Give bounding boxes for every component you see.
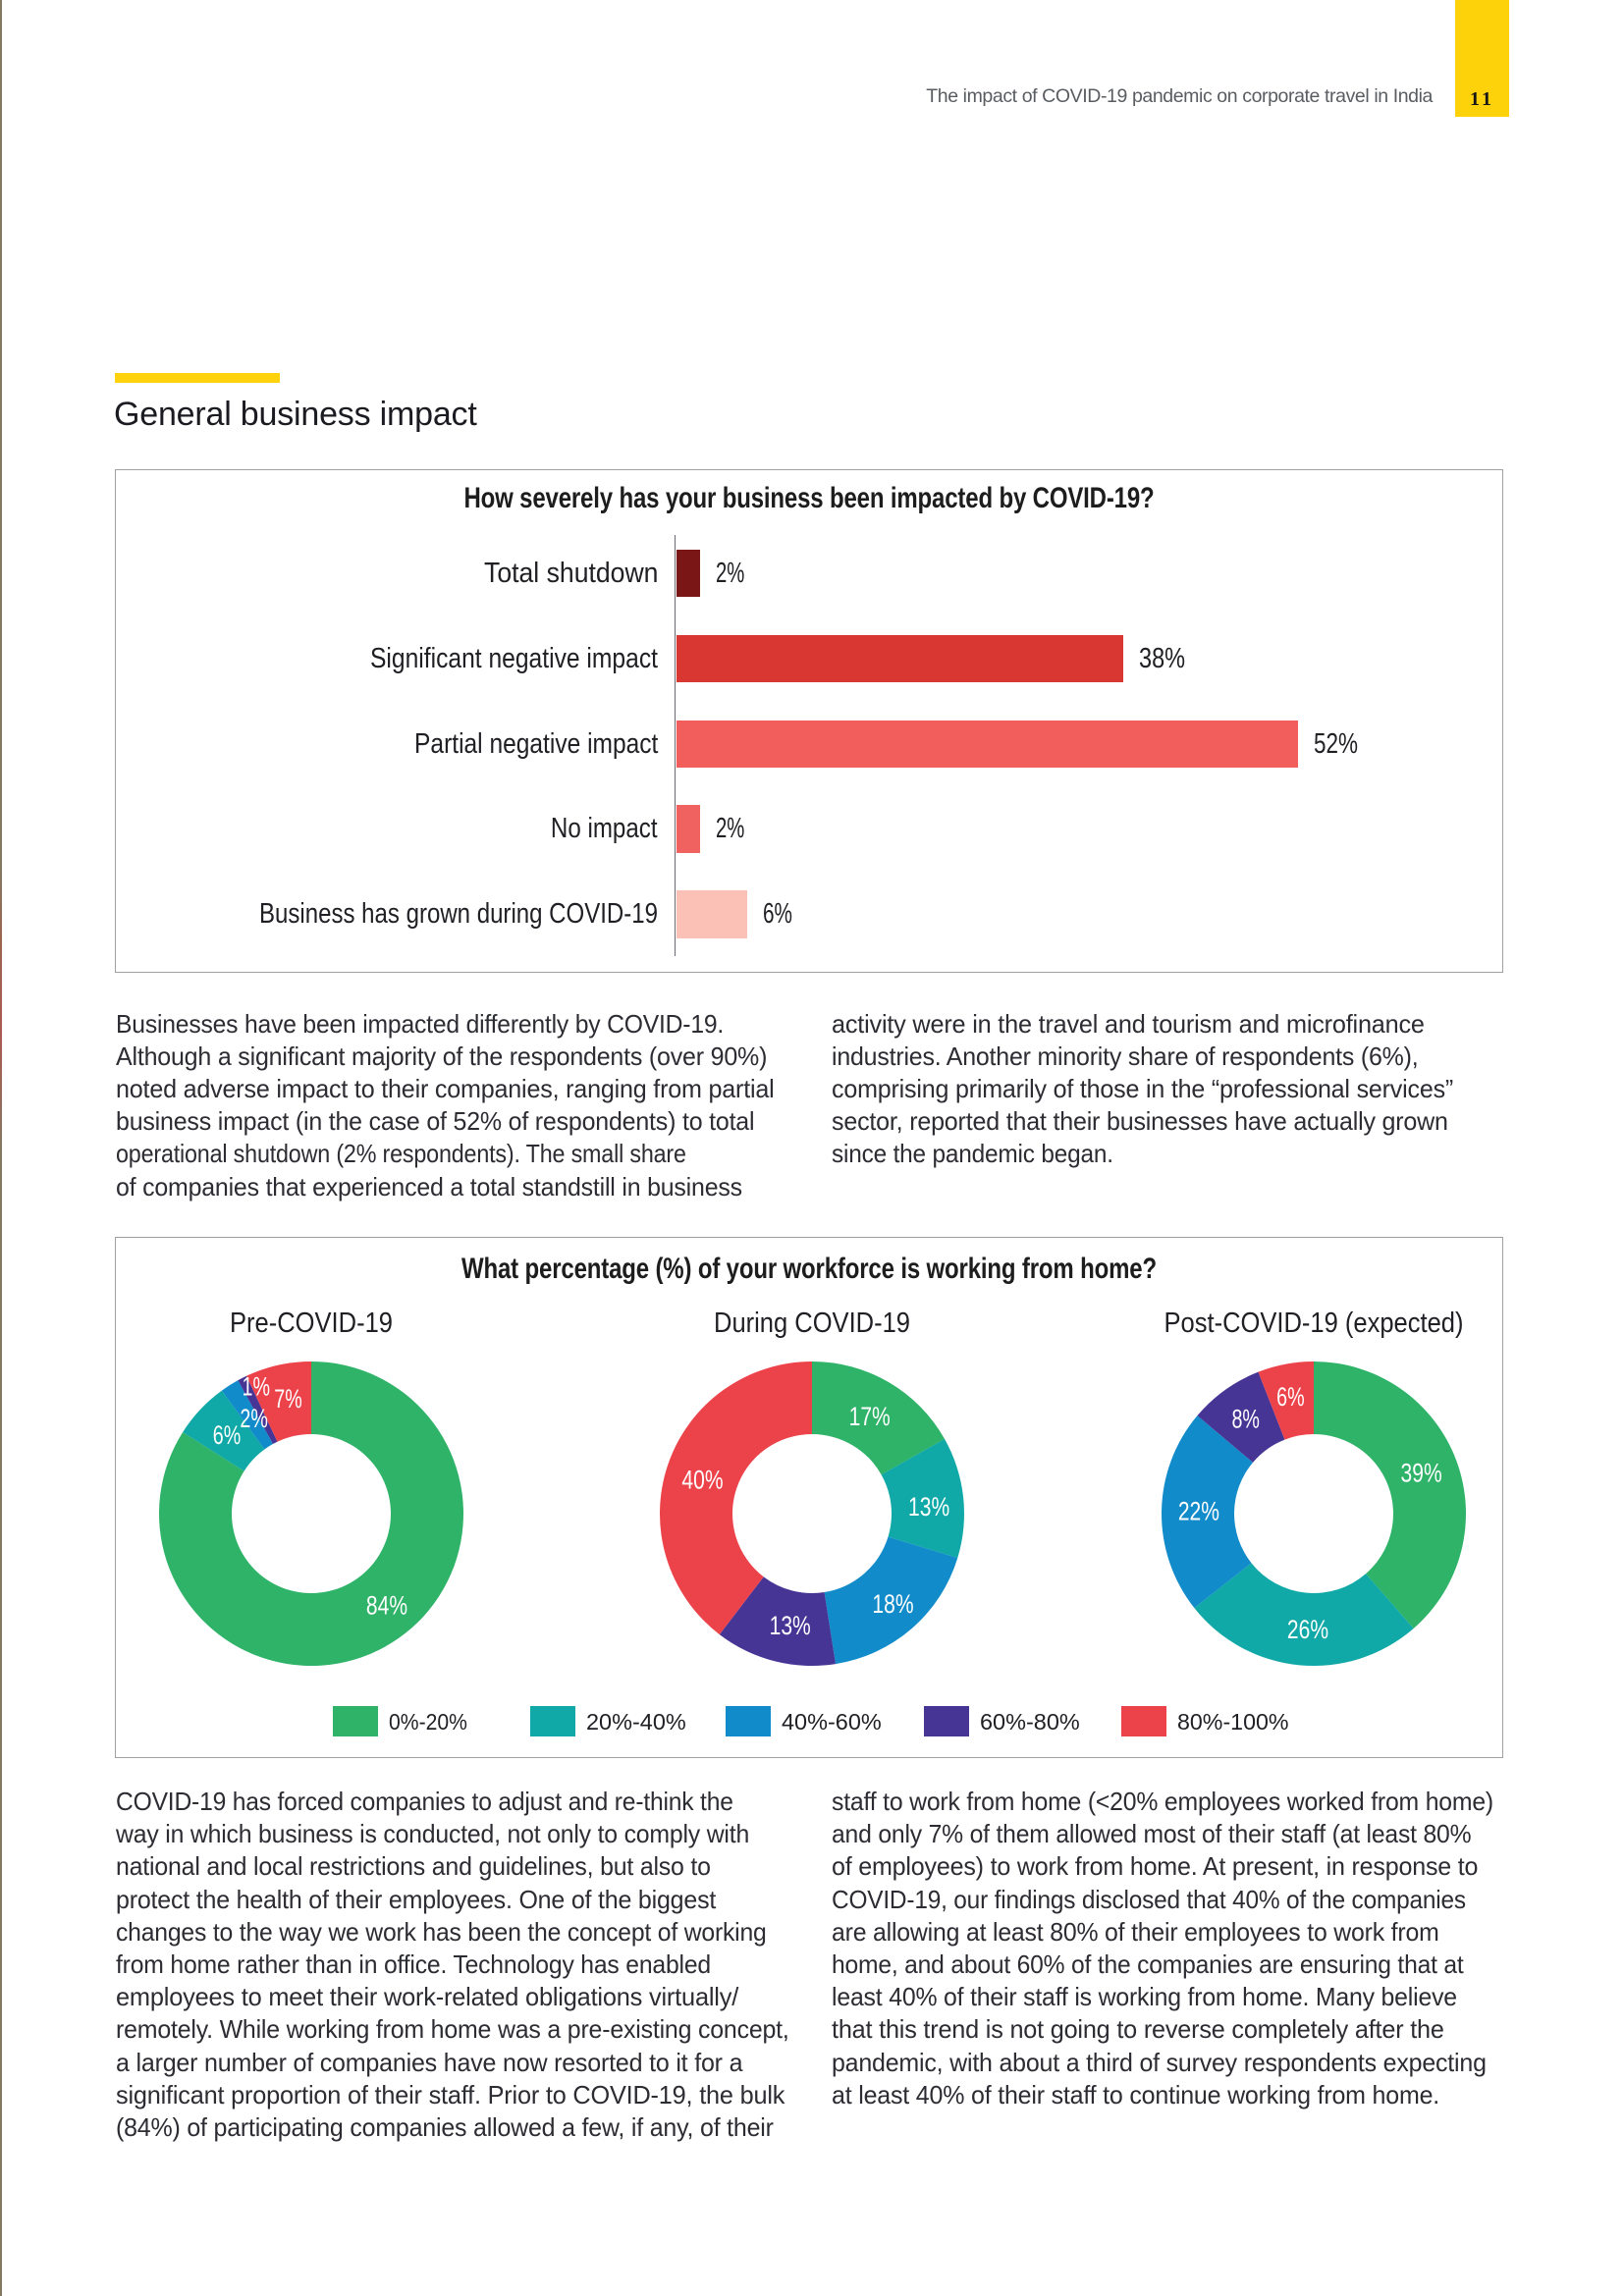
svg-text:84%: 84% bbox=[366, 1591, 407, 1621]
svg-text:13%: 13% bbox=[908, 1492, 949, 1522]
svg-text:7%: 7% bbox=[274, 1385, 301, 1415]
svg-text:40%: 40% bbox=[681, 1466, 723, 1495]
svg-text:26%: 26% bbox=[1287, 1616, 1328, 1645]
svg-text:22%: 22% bbox=[1178, 1497, 1219, 1526]
svg-text:6%: 6% bbox=[1276, 1383, 1304, 1413]
svg-text:1%: 1% bbox=[243, 1373, 270, 1403]
svg-text:8%: 8% bbox=[1231, 1406, 1259, 1435]
svg-text:13%: 13% bbox=[770, 1612, 811, 1641]
svg-text:17%: 17% bbox=[849, 1402, 891, 1431]
svg-text:18%: 18% bbox=[872, 1590, 913, 1620]
svg-text:2%: 2% bbox=[240, 1405, 267, 1434]
svg-text:6%: 6% bbox=[213, 1421, 241, 1451]
svg-text:39%: 39% bbox=[1401, 1459, 1442, 1488]
